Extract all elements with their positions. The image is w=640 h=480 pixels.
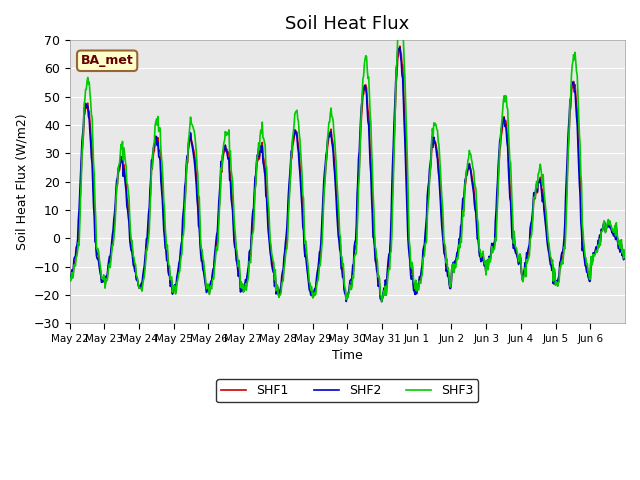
- SHF2: [282, 240, 289, 246]
- Line: SHF1: SHF1: [70, 46, 625, 301]
- SHF3: [378, 299, 385, 304]
- SHF1: [282, 247, 289, 253]
- SHF2: [260, 168, 268, 174]
- SHF2: [66, 276, 74, 282]
- SHF3: [406, 245, 414, 251]
- SHF3: [233, 248, 241, 253]
- SHF1: [378, 299, 385, 304]
- SHF3: [282, 253, 289, 259]
- SHF3: [437, 181, 445, 187]
- Legend: SHF1, SHF2, SHF3: SHF1, SHF2, SHF3: [216, 379, 478, 402]
- X-axis label: Time: Time: [332, 349, 363, 362]
- Line: SHF2: SHF2: [70, 48, 625, 302]
- SHF2: [233, 260, 241, 265]
- SHF1: [66, 276, 74, 282]
- SHF3: [621, 247, 629, 253]
- SHF2: [396, 45, 404, 50]
- SHF1: [131, 265, 139, 271]
- SHF2: [378, 299, 385, 305]
- SHF1: [260, 161, 268, 167]
- SHF1: [396, 43, 404, 49]
- SHF3: [66, 276, 74, 281]
- SHF2: [437, 212, 445, 218]
- SHF3: [131, 261, 139, 267]
- SHF1: [406, 252, 414, 257]
- SHF2: [621, 249, 629, 255]
- SHF1: [437, 201, 445, 206]
- SHF3: [260, 140, 268, 145]
- SHF2: [131, 268, 139, 274]
- SHF1: [621, 249, 629, 255]
- Text: BA_met: BA_met: [81, 54, 134, 67]
- Line: SHF3: SHF3: [70, 13, 625, 301]
- Y-axis label: Soil Heat Flux (W/m2): Soil Heat Flux (W/m2): [15, 113, 28, 250]
- Title: Soil Heat Flux: Soil Heat Flux: [285, 15, 410, 33]
- SHF1: [233, 254, 241, 260]
- SHF2: [406, 259, 414, 264]
- SHF3: [396, 11, 404, 16]
